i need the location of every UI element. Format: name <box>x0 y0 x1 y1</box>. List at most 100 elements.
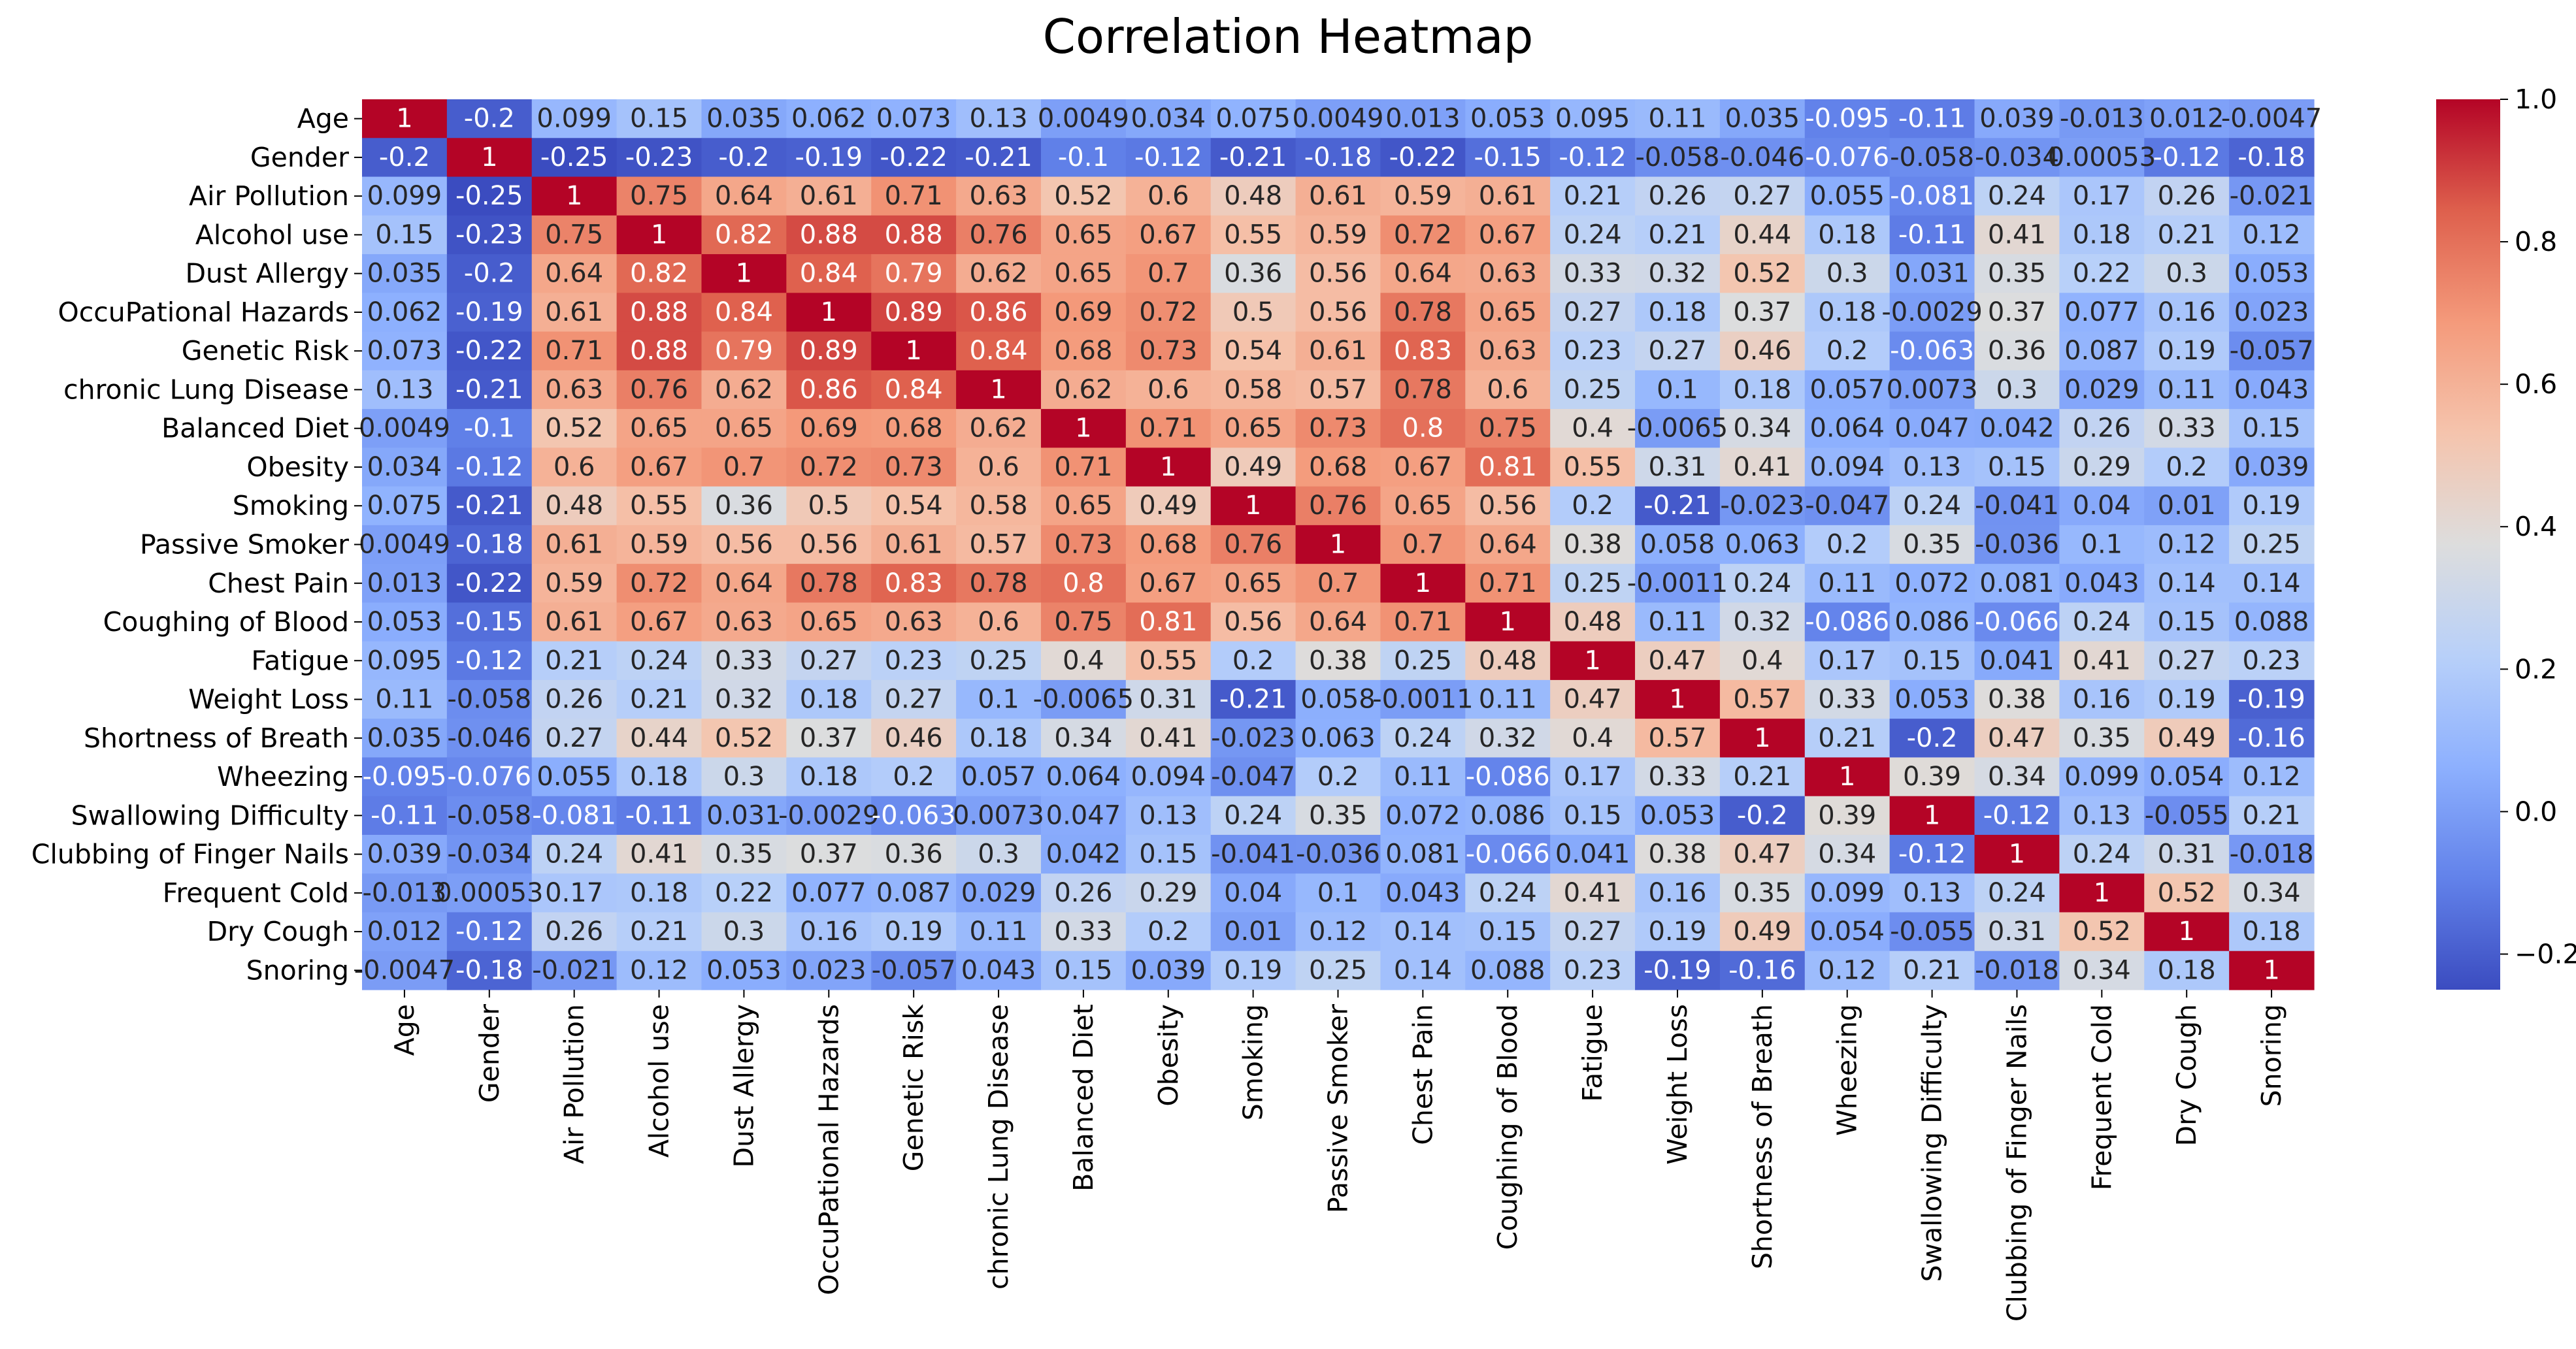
cell-value-label: 0.61 <box>800 181 858 211</box>
cell-value-label: 0.36 <box>885 839 943 870</box>
cell-value-label: 0.86 <box>969 297 1027 327</box>
heatmap-cell <box>616 331 702 371</box>
cell-value-label: 0.0049 <box>359 414 450 444</box>
heatmap-cell <box>1465 409 1551 448</box>
heatmap-cell <box>1295 447 1381 487</box>
cell-value-label: 0.25 <box>1564 374 1622 404</box>
cell-value-label: 0.043 <box>961 955 1036 985</box>
cell-value-label: 0.49 <box>1139 491 1197 521</box>
heatmap-cell <box>2059 912 2145 952</box>
heatmap-cells <box>362 99 2315 990</box>
cell-value-label: 0.56 <box>800 530 858 560</box>
heatmap-cell <box>446 602 533 642</box>
x-tick-labels: Age Gender Air Pollution Alcohol use Dust Al… <box>389 990 2287 1322</box>
cell-value-label: 0.78 <box>1394 374 1452 404</box>
heatmap-cell <box>616 138 702 178</box>
heatmap-cell <box>1635 873 1721 913</box>
heatmap-cell <box>786 370 872 410</box>
cell-value-label: 0.23 <box>885 645 943 675</box>
cell-value-label: 0.82 <box>715 219 773 250</box>
y-tick-label: Passive Smoker <box>140 529 349 561</box>
heatmap-cell <box>1295 99 1381 138</box>
heatmap-cell <box>1380 486 1466 526</box>
heatmap-cell <box>616 912 702 952</box>
cell-value-label: 0.055 <box>1809 181 1885 211</box>
cell-value-label: 0.78 <box>969 568 1027 598</box>
cell-value-label: 0.56 <box>1224 607 1282 637</box>
cell-value-label: -0.12 <box>2153 142 2221 172</box>
cell-value-label: 0.12 <box>630 955 688 985</box>
heatmap-cell <box>446 486 533 526</box>
heatmap-cell <box>1210 951 1296 990</box>
heatmap-cell <box>1889 757 1975 797</box>
heatmap-cell <box>1889 912 1975 952</box>
cell-value-label: 0.0049 <box>1293 104 1384 134</box>
cell-value-label: 0.043 <box>2064 568 2139 598</box>
cell-value-label: 0.61 <box>1479 181 1537 211</box>
heatmap-cell <box>1380 176 1466 216</box>
cell-value-label: 0.44 <box>1733 219 1791 250</box>
heatmap-cell <box>1380 873 1466 913</box>
cell-value-label: 0.055 <box>537 762 612 792</box>
cell-value-label: 0.15 <box>375 219 433 250</box>
heatmap-cell <box>1295 254 1381 293</box>
heatmap-cell <box>1380 525 1466 564</box>
heatmap-cell <box>362 331 448 371</box>
cell-value-label: -0.047 <box>1805 491 1889 521</box>
heatmap-cell <box>446 564 533 603</box>
cell-value-label: 0.086 <box>1894 607 1970 637</box>
heatmap-cell <box>2229 176 2315 216</box>
cell-value-label: -0.21 <box>1643 491 1711 521</box>
heatmap-cell <box>1889 641 1975 681</box>
cell-value-label: 0.077 <box>2064 297 2139 327</box>
chart-title: Correlation Heatmap <box>1042 9 1534 64</box>
cell-value-label: 0.12 <box>2243 762 2301 792</box>
colorbar-tick-label: 0.8 <box>2515 226 2557 257</box>
cell-value-label: 0.65 <box>1054 259 1112 289</box>
heatmap-cell <box>1210 525 1296 564</box>
cell-value-label: 0.11 <box>375 685 433 715</box>
cell-value-label: 0.27 <box>2158 645 2216 675</box>
heatmap-cell <box>871 99 957 138</box>
heatmap-cell <box>1635 602 1721 642</box>
heatmap-cell <box>2059 796 2145 836</box>
cell-value-label: -0.12 <box>455 452 523 482</box>
heatmap-cell <box>1465 138 1551 178</box>
cell-value-label: 0.24 <box>1394 723 1452 753</box>
heatmap-cell <box>1719 602 1806 642</box>
heatmap-cell <box>1465 525 1551 564</box>
heatmap-cell <box>871 138 957 178</box>
heatmap-cell <box>1719 912 1806 952</box>
heatmap-cell <box>701 564 787 603</box>
cell-value-label: 0.67 <box>1139 219 1197 250</box>
cell-value-label: 0.52 <box>545 414 603 444</box>
cell-value-label: 0.094 <box>1809 452 1885 482</box>
heatmap-cell <box>2059 951 2145 990</box>
y-tick-label: Alcohol use <box>195 219 349 250</box>
heatmap-cell <box>2144 602 2230 642</box>
heatmap-cell <box>786 525 872 564</box>
heatmap-cell <box>1465 331 1551 371</box>
heatmap-cell <box>2144 796 2230 836</box>
heatmap-cell <box>616 719 702 758</box>
heatmap-cell <box>1550 409 1636 448</box>
heatmap-cell <box>1804 525 1891 564</box>
cell-value-label: 0.041 <box>1555 839 1630 870</box>
cell-value-label: 0.35 <box>2073 723 2131 753</box>
heatmap-cell <box>1465 293 1551 333</box>
heatmap-cell <box>1210 757 1296 797</box>
cell-value-label: 0.56 <box>1309 297 1367 327</box>
cell-value-label: -0.2 <box>379 142 430 172</box>
cell-value-label: 0.029 <box>2064 374 2139 404</box>
heatmap-cell <box>531 757 618 797</box>
heatmap-cell <box>1210 641 1296 681</box>
heatmap-cell <box>1804 951 1891 990</box>
y-tick-label: Dry Cough <box>207 916 349 947</box>
cell-value-label: 0.22 <box>715 878 773 908</box>
cell-value-label: 0.0049 <box>1038 104 1129 134</box>
cell-value-label: 0.24 <box>1988 181 2046 211</box>
cell-value-label: 0.41 <box>2073 645 2131 675</box>
cell-value-label: 0.62 <box>969 259 1027 289</box>
x-tick-label: Fatigue <box>1577 1004 1608 1102</box>
cell-value-label: 1 <box>2094 878 2110 908</box>
